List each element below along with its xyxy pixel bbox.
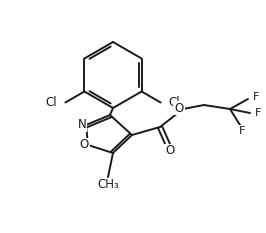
Text: O: O [165,144,174,158]
Text: O: O [174,102,184,114]
Text: CH₃: CH₃ [97,178,119,192]
Text: Cl: Cl [169,96,180,109]
Text: F: F [239,126,245,136]
Text: N: N [78,119,86,131]
Text: O: O [79,138,89,151]
Text: Cl: Cl [46,96,57,109]
Text: F: F [253,92,259,102]
Text: F: F [255,108,261,118]
